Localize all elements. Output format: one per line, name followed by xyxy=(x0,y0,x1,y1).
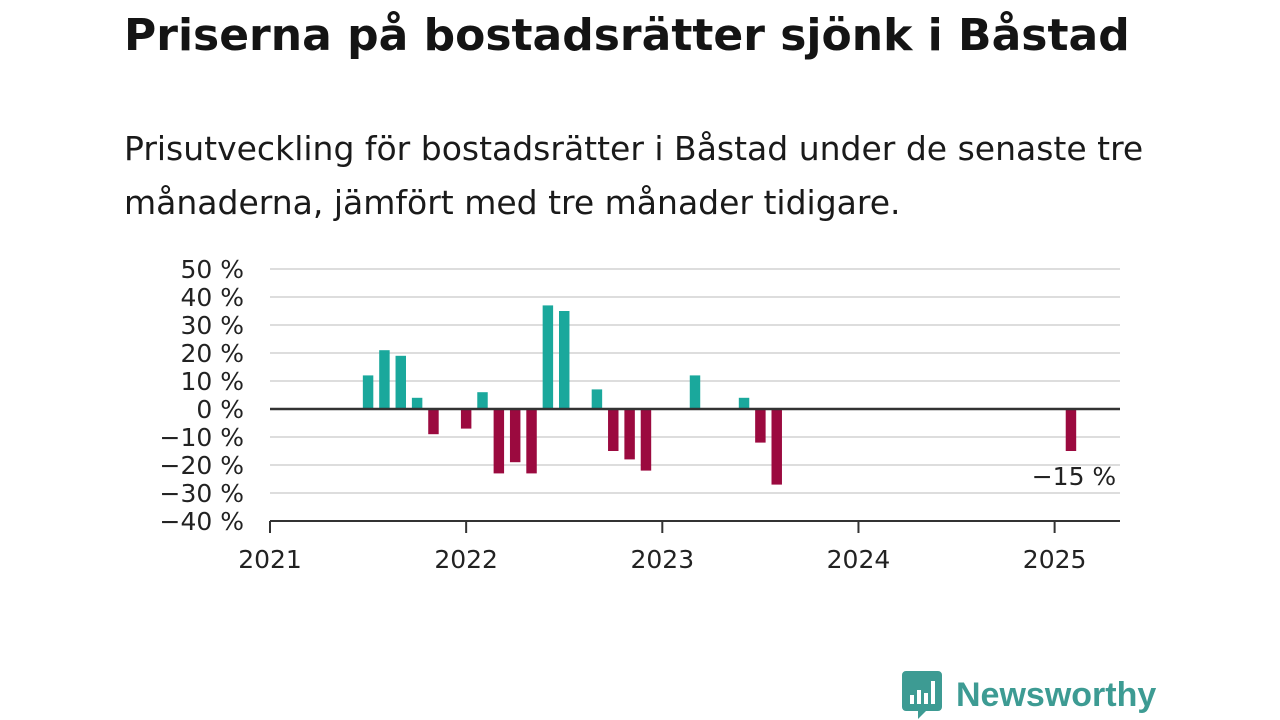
newsworthy-logo: Newsworthy xyxy=(902,671,1156,719)
chart-subtitle: Prisutveckling för bostadsrätter i Båsta… xyxy=(124,129,1144,222)
y-tick-label: 30 % xyxy=(180,311,244,340)
bar-chart: 50 %40 %30 %20 %10 %0 %−10 %−20 %−30 %−4… xyxy=(160,255,1120,574)
last-value-annotation: −15 % xyxy=(1032,462,1116,491)
bar xyxy=(608,409,619,451)
bar xyxy=(477,392,488,409)
x-tick-label: 2025 xyxy=(1023,545,1087,574)
bar xyxy=(542,305,554,409)
y-tick-label: −10 % xyxy=(160,423,244,452)
bar xyxy=(526,409,537,474)
bar xyxy=(509,409,521,463)
bar xyxy=(624,409,635,460)
bar xyxy=(395,355,406,409)
bar xyxy=(411,397,423,409)
y-tick-label: 0 % xyxy=(196,395,244,424)
y-tick-label: −40 % xyxy=(160,507,244,536)
bar xyxy=(379,350,390,409)
chart-title: Priserna på bostadsrätter sjönk i Båstad xyxy=(124,10,1130,61)
bar xyxy=(640,409,652,471)
logo-icon xyxy=(902,671,942,719)
bar xyxy=(559,311,570,409)
y-tick-label: 10 % xyxy=(180,367,244,396)
x-tick-label: 2022 xyxy=(434,545,498,574)
y-tick-label: 20 % xyxy=(180,339,244,368)
y-tick-label: 50 % xyxy=(180,255,244,284)
bar xyxy=(428,409,439,435)
bar xyxy=(738,397,750,409)
y-tick-label: −20 % xyxy=(160,451,244,480)
bar xyxy=(460,409,472,429)
y-tick-label: −30 % xyxy=(160,479,244,508)
x-tick-label: 2021 xyxy=(238,545,302,574)
bar xyxy=(771,409,782,485)
bar xyxy=(1065,409,1077,451)
bar xyxy=(493,409,505,474)
bar xyxy=(591,389,603,409)
y-tick-label: 40 % xyxy=(180,283,244,312)
x-tick-label: 2023 xyxy=(630,545,694,574)
brand-name: Newsworthy xyxy=(956,676,1157,714)
bar xyxy=(362,375,374,409)
bar xyxy=(755,409,766,443)
x-tick-label: 2024 xyxy=(827,545,891,574)
bar xyxy=(689,375,701,409)
